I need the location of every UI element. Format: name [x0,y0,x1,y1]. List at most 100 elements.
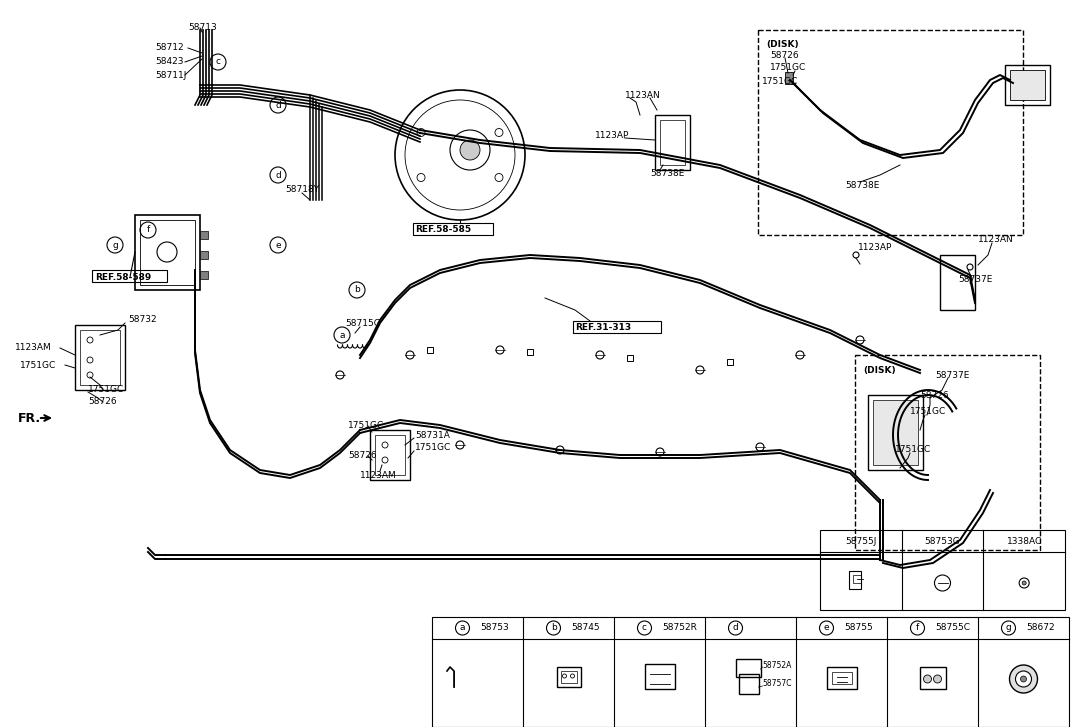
Circle shape [596,351,604,359]
Bar [940,255,975,310]
Bar [739,674,758,694]
Text: a: a [339,331,345,340]
Bar [561,671,577,683]
Bar [661,120,685,165]
Text: 58731A: 58731A [415,430,450,440]
Text: 58753: 58753 [480,624,509,632]
Circle shape [1020,676,1027,682]
Bar [827,667,856,689]
Text: d: d [275,171,281,180]
Text: 58752A: 58752A [763,661,792,670]
Bar [556,667,581,687]
Bar [79,330,120,385]
Text: 58745: 58745 [571,624,600,632]
Text: FR.: FR. [18,411,41,425]
Bar [758,30,1024,235]
Bar [527,349,533,355]
Circle shape [456,441,464,449]
Text: a: a [460,624,465,632]
Bar [375,435,405,475]
Circle shape [656,448,664,456]
Text: e: e [824,624,829,632]
Text: g: g [112,241,118,249]
Text: 58752R: 58752R [663,624,697,632]
Text: 58755C: 58755C [935,624,971,632]
Bar [848,571,861,589]
Text: 1123AN: 1123AN [978,236,1014,244]
Circle shape [87,372,93,378]
Bar [200,271,208,279]
Circle shape [382,442,388,448]
Text: 58726: 58726 [770,50,799,60]
Text: 1123AP: 1123AP [858,244,892,252]
Circle shape [495,129,503,137]
Bar [727,359,732,365]
Text: b: b [354,286,360,294]
Text: 1751GC: 1751GC [910,408,946,417]
Text: 1751GC: 1751GC [415,443,451,452]
Text: REF.58-585: REF.58-585 [415,225,471,235]
Text: b: b [551,624,556,632]
Text: 1123AM: 1123AM [15,343,52,353]
Circle shape [495,174,503,182]
Text: 58715G: 58715G [345,318,381,327]
Text: e: e [275,241,280,249]
Circle shape [417,174,425,182]
Circle shape [967,264,973,270]
Text: 58672: 58672 [1027,624,1055,632]
Text: 1751GC: 1751GC [88,385,125,395]
Bar [432,617,1069,727]
Bar [574,321,661,333]
Text: 58738E: 58738E [650,169,684,177]
Circle shape [336,371,344,379]
Text: 58423: 58423 [155,57,184,66]
Text: (DISK): (DISK) [766,41,799,49]
Text: 58712: 58712 [155,44,184,52]
Text: d: d [275,100,281,110]
Text: (DISK): (DISK) [863,366,896,374]
Text: 58755J: 58755J [845,537,876,545]
Bar [427,347,433,353]
Circle shape [417,129,425,137]
Circle shape [696,366,703,374]
Circle shape [1016,671,1031,687]
Text: 58726: 58726 [348,451,377,459]
Bar [655,115,690,170]
Bar [873,400,918,465]
Text: c: c [642,624,647,632]
Circle shape [853,252,859,258]
Text: 58737E: 58737E [935,371,970,379]
Text: 58738E: 58738E [845,180,880,190]
Circle shape [756,443,764,451]
Text: 1751GC: 1751GC [348,420,384,430]
Circle shape [1022,581,1026,585]
Bar [855,355,1040,550]
Bar [868,395,923,470]
Text: 58713: 58713 [188,23,217,33]
Text: 58718Y: 58718Y [285,185,319,195]
Text: 58737E: 58737E [958,276,992,284]
Circle shape [382,457,388,463]
Text: c: c [216,57,220,66]
Bar [821,530,1065,610]
Text: 1751GC: 1751GC [770,63,807,73]
Circle shape [460,140,480,160]
Bar [200,251,208,259]
Circle shape [933,675,942,683]
Text: 1751GC: 1751GC [761,78,798,87]
Bar [1010,70,1045,100]
Text: f: f [146,225,149,235]
Circle shape [924,675,931,683]
Text: 1338AC: 1338AC [1006,537,1042,545]
Text: d: d [732,624,739,632]
Circle shape [406,351,413,359]
Circle shape [1010,665,1037,693]
Bar [413,223,493,235]
Text: REF.58-589: REF.58-589 [95,273,151,281]
Text: 1751GC: 1751GC [20,361,56,369]
Text: 58726: 58726 [88,398,117,406]
Bar [627,355,633,361]
Bar [92,270,166,282]
Bar [140,220,195,285]
Bar [1005,65,1050,105]
